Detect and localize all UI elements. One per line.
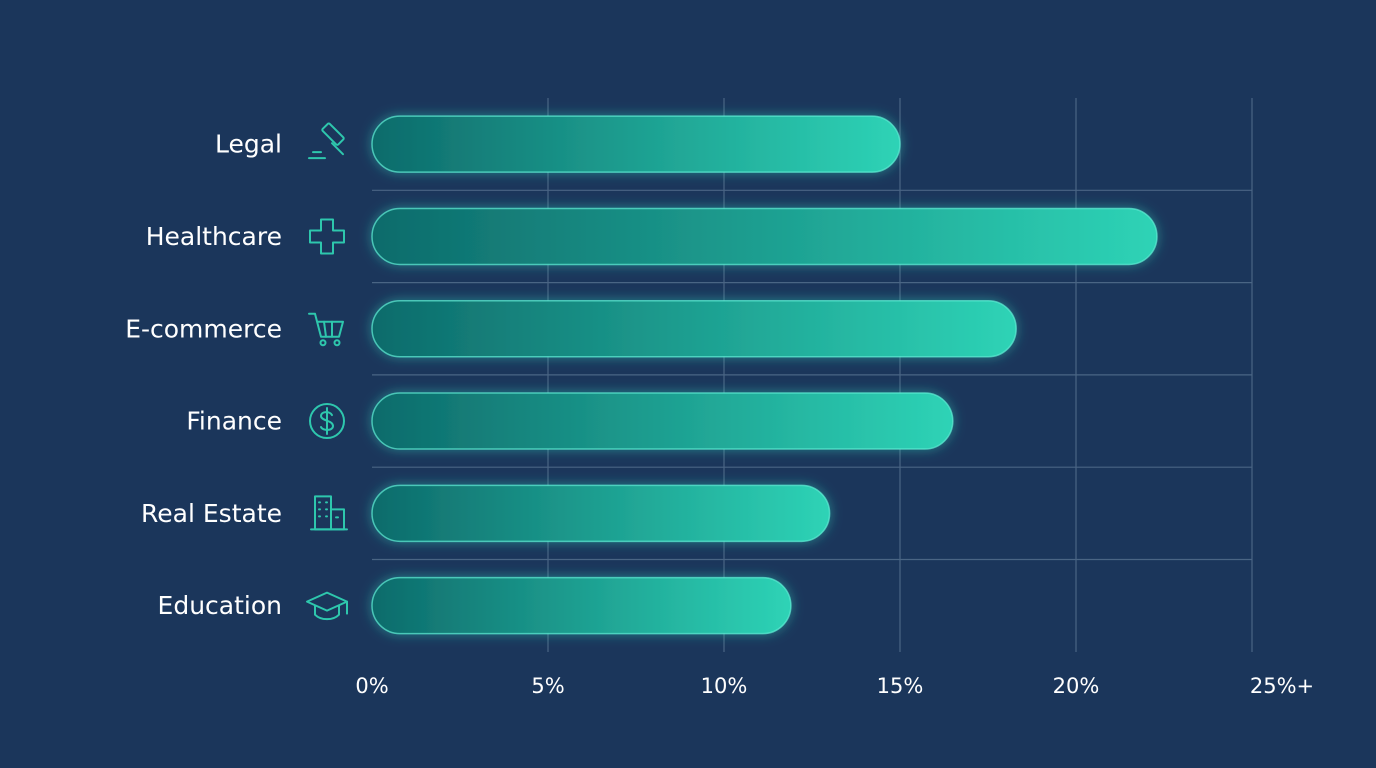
bar-legal [371, 115, 901, 173]
axes [370, 98, 1252, 654]
x-tick-labels: 0% 5% 10% 15% 20% 25%+ [355, 674, 1314, 698]
bars [371, 115, 1158, 635]
shopping-cart-icon [308, 312, 344, 347]
x-tick-label: 0% [355, 674, 388, 698]
category-label: Real Estate [141, 499, 282, 528]
category-label: E-commerce [125, 314, 282, 343]
medical-cross-icon [309, 218, 345, 255]
x-tick-label: 15% [877, 674, 924, 698]
category-labels: Legal Healthcare E-commerce Finance Real Est… [125, 130, 282, 621]
bar-finance [371, 392, 954, 450]
grid-lines [372, 98, 1253, 652]
category-label: Healthcare [146, 222, 282, 251]
category-label: Finance [186, 407, 282, 436]
building-icon [310, 495, 348, 531]
gavel-icon [308, 122, 345, 160]
category-icons [306, 122, 348, 621]
bar-real-estate [371, 484, 831, 543]
bar-education [371, 576, 792, 635]
category-label: Legal [215, 130, 282, 159]
x-tick-label: 10% [701, 674, 748, 698]
graduation-cap-icon [306, 591, 348, 621]
dollar-coin-icon [309, 403, 345, 440]
category-label: Education [158, 591, 282, 620]
x-tick-label: 25%+ [1250, 674, 1314, 698]
x-tick-label: 5% [531, 674, 564, 698]
bar-e-commerce [371, 300, 1017, 358]
x-tick-label: 20% [1053, 674, 1100, 698]
bar-healthcare [371, 207, 1158, 266]
